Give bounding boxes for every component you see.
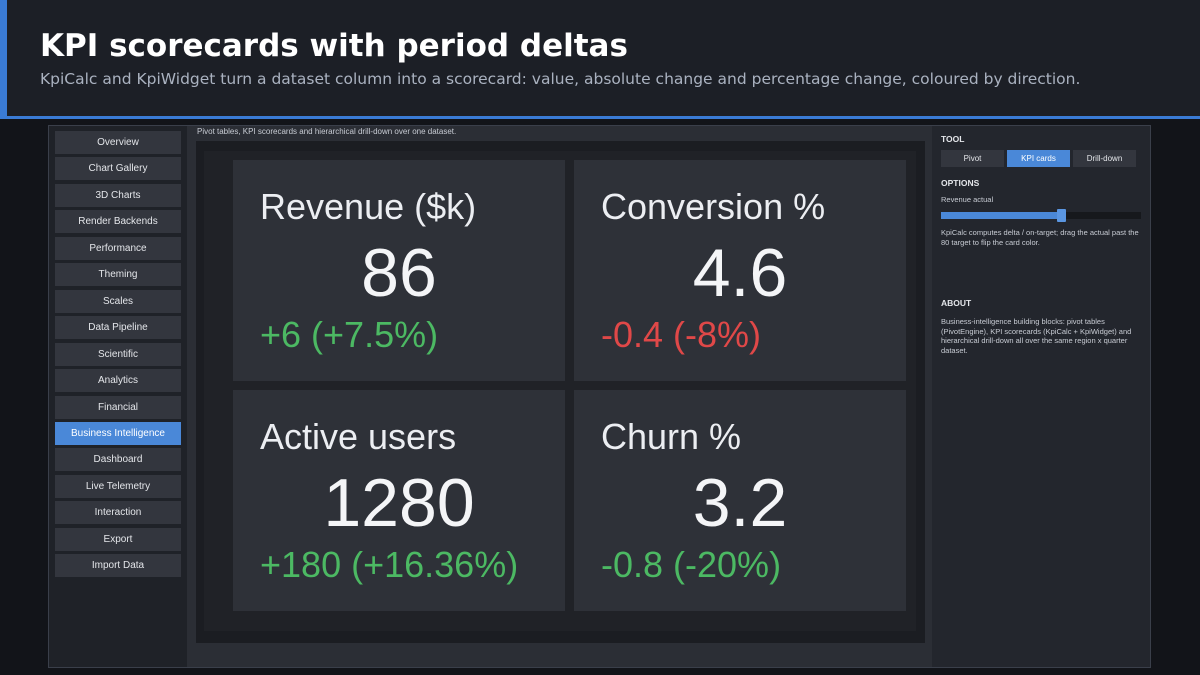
kpi-delta: +180 (+16.36%)	[260, 544, 519, 585]
kpi-canvas: Revenue ($k) 86 +6 (+7.5%) Conversion % …	[196, 141, 925, 643]
kpi-value: 4.6	[692, 235, 788, 311]
sidebar: Overview Chart Gallery 3D Charts Render …	[49, 126, 187, 667]
nav-item-scientific[interactable]: Scientific	[55, 343, 181, 366]
nav-item-live-telemetry[interactable]: Live Telemetry	[55, 475, 181, 498]
options-heading: OPTIONS	[941, 178, 980, 188]
nav-item-interaction[interactable]: Interaction	[55, 501, 181, 524]
slider-fill	[941, 212, 1061, 219]
main-content: Pivot tables, KPI scorecards and hierarc…	[187, 126, 932, 667]
nav-item-financial[interactable]: Financial	[55, 396, 181, 419]
nav-item-data-pipeline[interactable]: Data Pipeline	[55, 316, 181, 339]
nav-item-theming[interactable]: Theming	[55, 263, 181, 286]
kpi-card-revenue: Revenue ($k) 86 +6 (+7.5%)	[233, 160, 565, 381]
kpi-value: 3.2	[692, 465, 788, 541]
kpi-delta: -0.8 (-20%)	[601, 544, 782, 585]
kpi-card-active-users: Active users 1280 +180 (+16.36%)	[233, 390, 565, 611]
nav-item-3d-charts[interactable]: 3D Charts	[55, 184, 181, 207]
tool-kpi-cards-button[interactable]: KPI cards	[1007, 150, 1070, 167]
nav-item-import-data[interactable]: Import Data	[55, 554, 181, 577]
nav-item-scales[interactable]: Scales	[55, 290, 181, 313]
kpi-value: 1280	[323, 465, 475, 541]
slide-title: KPI scorecards with period deltas	[40, 28, 628, 64]
slide-header: KPI scorecards with period deltas KpiCal…	[0, 0, 1200, 118]
revenue-actual-slider[interactable]	[941, 209, 1141, 222]
main-caption: Pivot tables, KPI scorecards and hierarc…	[197, 127, 457, 136]
kpi-label: Churn %	[601, 416, 742, 457]
tool-pivot-button[interactable]: Pivot	[941, 150, 1004, 167]
slider-label: Revenue actual	[941, 195, 994, 204]
tool-drill-down-button[interactable]: Drill-down	[1073, 150, 1136, 167]
header-accent-bar	[0, 0, 7, 118]
kpi-grid: Revenue ($k) 86 +6 (+7.5%) Conversion % …	[204, 151, 916, 631]
nav-item-chart-gallery[interactable]: Chart Gallery	[55, 157, 181, 180]
nav-item-render-backends[interactable]: Render Backends	[55, 210, 181, 233]
kpi-label: Conversion %	[601, 186, 826, 227]
tool-heading: TOOL	[941, 134, 965, 144]
kpi-card-conversion: Conversion % 4.6 -0.4 (-8%)	[574, 160, 906, 381]
kpi-label: Active users	[260, 416, 457, 457]
kpi-delta: +6 (+7.5%)	[260, 314, 439, 355]
nav-item-business-intelligence[interactable]: Business Intelligence	[55, 422, 181, 445]
header-divider	[0, 116, 1200, 119]
tool-panel: TOOL Pivot KPI cards Drill-down OPTIONS …	[932, 126, 1150, 667]
about-text: Business-intelligence building blocks: p…	[941, 317, 1132, 355]
options-hint: KpiCalc computes delta / on-target; drag…	[941, 228, 1139, 247]
slide-subtitle: KpiCalc and KpiWidget turn a dataset col…	[40, 70, 1081, 88]
kpi-delta: -0.4 (-8%)	[601, 314, 762, 355]
nav-item-overview[interactable]: Overview	[55, 131, 181, 154]
nav-item-export[interactable]: Export	[55, 528, 181, 551]
kpi-card-churn: Churn % 3.2 -0.8 (-20%)	[574, 390, 906, 611]
kpi-value: 86	[361, 235, 437, 311]
nav-item-performance[interactable]: Performance	[55, 237, 181, 260]
nav-item-dashboard[interactable]: Dashboard	[55, 448, 181, 471]
kpi-label: Revenue ($k)	[260, 186, 477, 227]
app-window: Overview Chart Gallery 3D Charts Render …	[48, 125, 1151, 668]
about-heading: ABOUT	[941, 298, 972, 308]
slider-thumb[interactable]	[1056, 209, 1066, 222]
nav-item-analytics[interactable]: Analytics	[55, 369, 181, 392]
